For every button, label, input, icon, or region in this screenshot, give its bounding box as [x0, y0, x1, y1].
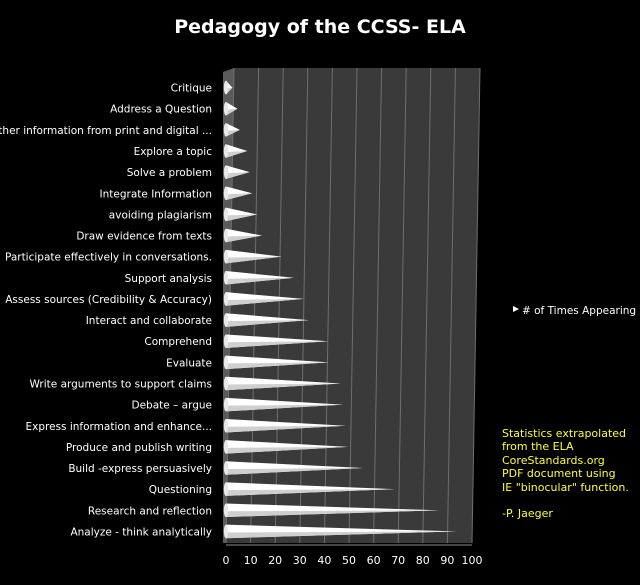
bar-cone-base: [223, 292, 229, 306]
bar-cone-shade: [226, 172, 250, 179]
category-label: Integrate Information: [100, 188, 212, 200]
bar-cone-base: [223, 144, 229, 158]
bar-cone-base: [223, 418, 229, 433]
bar-cone-shade: [226, 425, 346, 433]
bar-cone-base: [223, 376, 229, 391]
category-label: Comprehend: [144, 336, 212, 348]
bar-cone-base: [223, 165, 229, 179]
bar-cone-shade: [226, 341, 329, 348]
x-tick-label: 70: [391, 554, 405, 567]
bar-cone-base: [223, 334, 229, 348]
category-label: Produce and publish writing: [66, 442, 212, 454]
bar-cone-base: [223, 440, 229, 454]
category-label: Assess sources (Credibility & Accuracy): [5, 294, 212, 306]
bar-cone-shade: [226, 446, 349, 454]
gridline: [397, 67, 407, 544]
bar-cone-shade: [226, 320, 309, 327]
bar-cone-base: [223, 397, 229, 412]
x-tick-label: 20: [268, 554, 282, 567]
bar-cone-base: [223, 228, 229, 243]
bar-cone-base: [223, 123, 229, 137]
x-tick-label: 80: [416, 554, 430, 567]
x-tick-label: 100: [462, 554, 483, 567]
category-label: Analyze - think analytically: [70, 526, 212, 538]
bar-cone-shade: [226, 129, 240, 137]
category-label: Evaluate: [166, 357, 212, 369]
bar-cone-shade: [226, 277, 294, 285]
x-tick-label: 10: [244, 554, 258, 567]
bar-cone-base: [223, 249, 229, 264]
x-tick-label: 90: [440, 554, 454, 567]
bar-cone-shade: [226, 193, 253, 201]
bar-cone-shade: [226, 256, 282, 264]
category-label: avoiding plagiarism: [109, 209, 212, 221]
legend: # of Times Appearing: [513, 305, 636, 317]
bar-cone-shade: [226, 362, 329, 370]
legend-label: # of Times Appearing: [522, 305, 636, 317]
bar-cone-base: [223, 313, 229, 327]
category-label: Interact and collaborate: [86, 315, 212, 327]
bar-cone-shade: [226, 510, 440, 518]
bar-cone-shade: [226, 235, 262, 243]
bar-cone-base: [223, 461, 229, 475]
bar-cone-shade: [226, 404, 344, 412]
category-label: Critique: [171, 83, 212, 95]
category-label: Gather information from print and digita…: [0, 125, 212, 137]
gridline: [471, 67, 481, 544]
gridline: [299, 67, 309, 544]
x-tick-label: 60: [367, 554, 381, 567]
category-label: Build -express persuasively: [68, 463, 212, 475]
x-tick-label: 30: [293, 554, 307, 567]
chart-title: Pedagogy of the CCSS- ELA: [174, 16, 466, 38]
gridline: [323, 67, 333, 544]
category-label: Express information and enhance...: [26, 421, 212, 433]
bar-cone-shade: [226, 214, 258, 222]
category-label: Solve a problem: [127, 167, 212, 179]
bar-cone-base: [223, 101, 229, 116]
x-tick-label: 0: [223, 554, 230, 567]
note-text: Statistics extrapolated from the ELA Cor…: [502, 426, 629, 494]
category-label: Questioning: [149, 484, 212, 496]
x-tick-label: 40: [317, 554, 331, 567]
category-label: Draw evidence from texts: [76, 231, 212, 243]
bar-cone-base: [223, 186, 229, 201]
gridline: [373, 67, 383, 544]
gridline: [348, 67, 358, 544]
bar-cone-base: [223, 482, 229, 496]
bar-cone-shade: [226, 489, 395, 496]
attribution-note: Statistics extrapolated from the ELA Cor…: [502, 413, 638, 534]
bar-cone-base: [223, 503, 229, 518]
bar-cone-shade: [226, 468, 363, 475]
category-label: Participate effectively in conversations…: [5, 252, 212, 264]
bar-cone-shade: [226, 298, 304, 306]
category-label: Research and reflection: [88, 505, 212, 517]
gridline: [446, 67, 456, 544]
bar-cone-base: [223, 207, 229, 222]
category-label: Support analysis: [125, 273, 212, 285]
category-label: Write arguments to support claims: [30, 378, 212, 390]
bar-cone-shade: [226, 150, 248, 158]
note-author: -P. Jaeger: [502, 507, 553, 520]
bar-cone-base: [223, 80, 229, 95]
category-label: Debate – argue: [132, 400, 213, 412]
bar-cone-base: [223, 524, 229, 539]
category-label: Explore a topic: [134, 146, 213, 158]
bar-cone-shade: [226, 531, 457, 539]
x-tick-label: 50: [342, 554, 356, 567]
bar-cone-shade: [226, 108, 238, 116]
bar-cone-base: [223, 355, 229, 370]
legend-marker: [513, 306, 519, 312]
gridline: [422, 67, 432, 544]
category-label: Address a Question: [110, 104, 212, 116]
bar-cone-base: [223, 271, 229, 285]
bar-cone-shade: [226, 383, 341, 391]
